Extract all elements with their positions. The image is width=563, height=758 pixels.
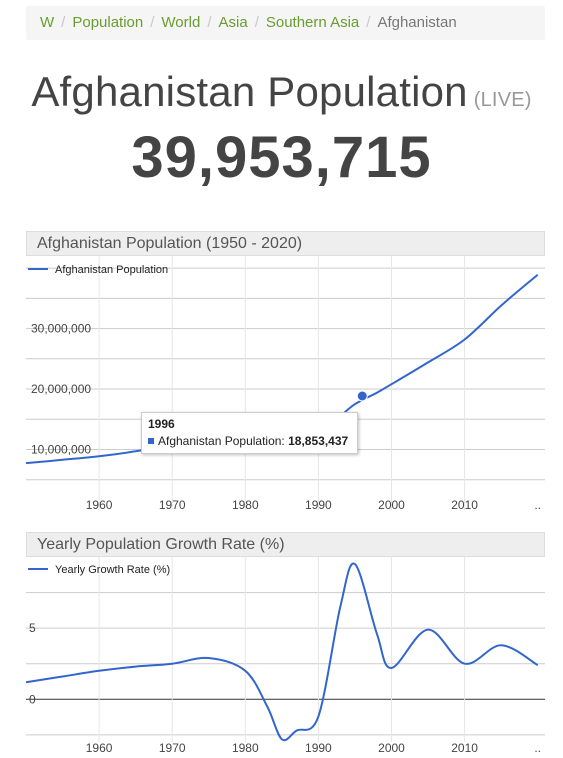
x-tick-label: 2000: [378, 741, 405, 755]
legend-label: Afghanistan Population: [55, 264, 168, 276]
highlight-point: [356, 390, 368, 402]
chart-tooltip: 1996 Afghanistan Population: 18,853,437: [141, 412, 358, 454]
population-chart: 10,000,000 20,000,000 30,000,000 1960 1970 19…: [25, 256, 545, 512]
x-tick-label: 1970: [159, 741, 186, 755]
tooltip-year: 1996: [148, 417, 175, 431]
tooltip-value: 18,853,437: [288, 434, 349, 448]
breadcrumb-link-world[interactable]: World: [161, 14, 201, 31]
x-tick-label: ..: [534, 741, 541, 755]
series-line: [25, 562, 539, 742]
x-tick-label: 1960: [86, 498, 113, 512]
x-tick-label: 1990: [305, 498, 332, 512]
x-tick-label: 2000: [378, 498, 405, 512]
x-tick-label: 1980: [232, 498, 259, 512]
x-tick-label: 2010: [451, 741, 478, 755]
y-tick-label: 20,000,000: [31, 382, 91, 396]
x-tick-label: 1960: [86, 741, 113, 755]
tooltip-series-label: Afghanistan Population:: [158, 434, 285, 448]
x-tick-label: 1970: [159, 498, 186, 512]
growth-chart-header: Yearly Population Growth Rate (%): [26, 532, 545, 557]
legend-label: Yearly Growth Rate (%): [55, 564, 170, 576]
x-tick-label: 1980: [232, 741, 259, 755]
y-tick-label: 5: [29, 621, 36, 635]
live-population-counter: 39,953,715: [131, 125, 432, 190]
breadcrumb-link-asia[interactable]: Asia: [218, 14, 248, 31]
breadcrumb-link-southern-asia[interactable]: Southern Asia: [265, 14, 360, 31]
x-tick-label: 2010: [451, 498, 478, 512]
live-tag: (LIVE): [473, 89, 532, 111]
tooltip-swatch-icon: [148, 438, 154, 444]
breadcrumb-separator: /: [254, 14, 259, 31]
breadcrumb-separator: /: [207, 14, 212, 31]
x-tick-label: ..: [534, 498, 541, 512]
growth-rate-chart: 0 5 1960 1970 1980 1990 2000 2010 .. Yearly Growt…: [25, 557, 545, 755]
page-title: Afghanistan Population: [31, 68, 468, 115]
breadcrumb-separator: /: [150, 14, 155, 31]
breadcrumb-link-population[interactable]: Population: [72, 14, 144, 31]
y-tick-label: 0: [29, 692, 36, 706]
breadcrumb: W / Population / World / Asia / Southern Asia / Af…: [26, 6, 545, 40]
breadcrumb-separator: /: [61, 14, 66, 31]
x-tick-label: 1990: [305, 741, 332, 755]
breadcrumb-current: Afghanistan: [377, 14, 457, 31]
y-tick-label: 30,000,000: [31, 322, 91, 336]
y-tick-label: 10,000,000: [31, 443, 91, 457]
page-title-row: Afghanistan Population (LIVE): [0, 68, 563, 116]
breadcrumb-separator: /: [366, 14, 371, 31]
population-chart-header: Afghanistan Population (1950 - 2020): [26, 231, 545, 256]
breadcrumb-link-w[interactable]: W: [40, 14, 55, 31]
